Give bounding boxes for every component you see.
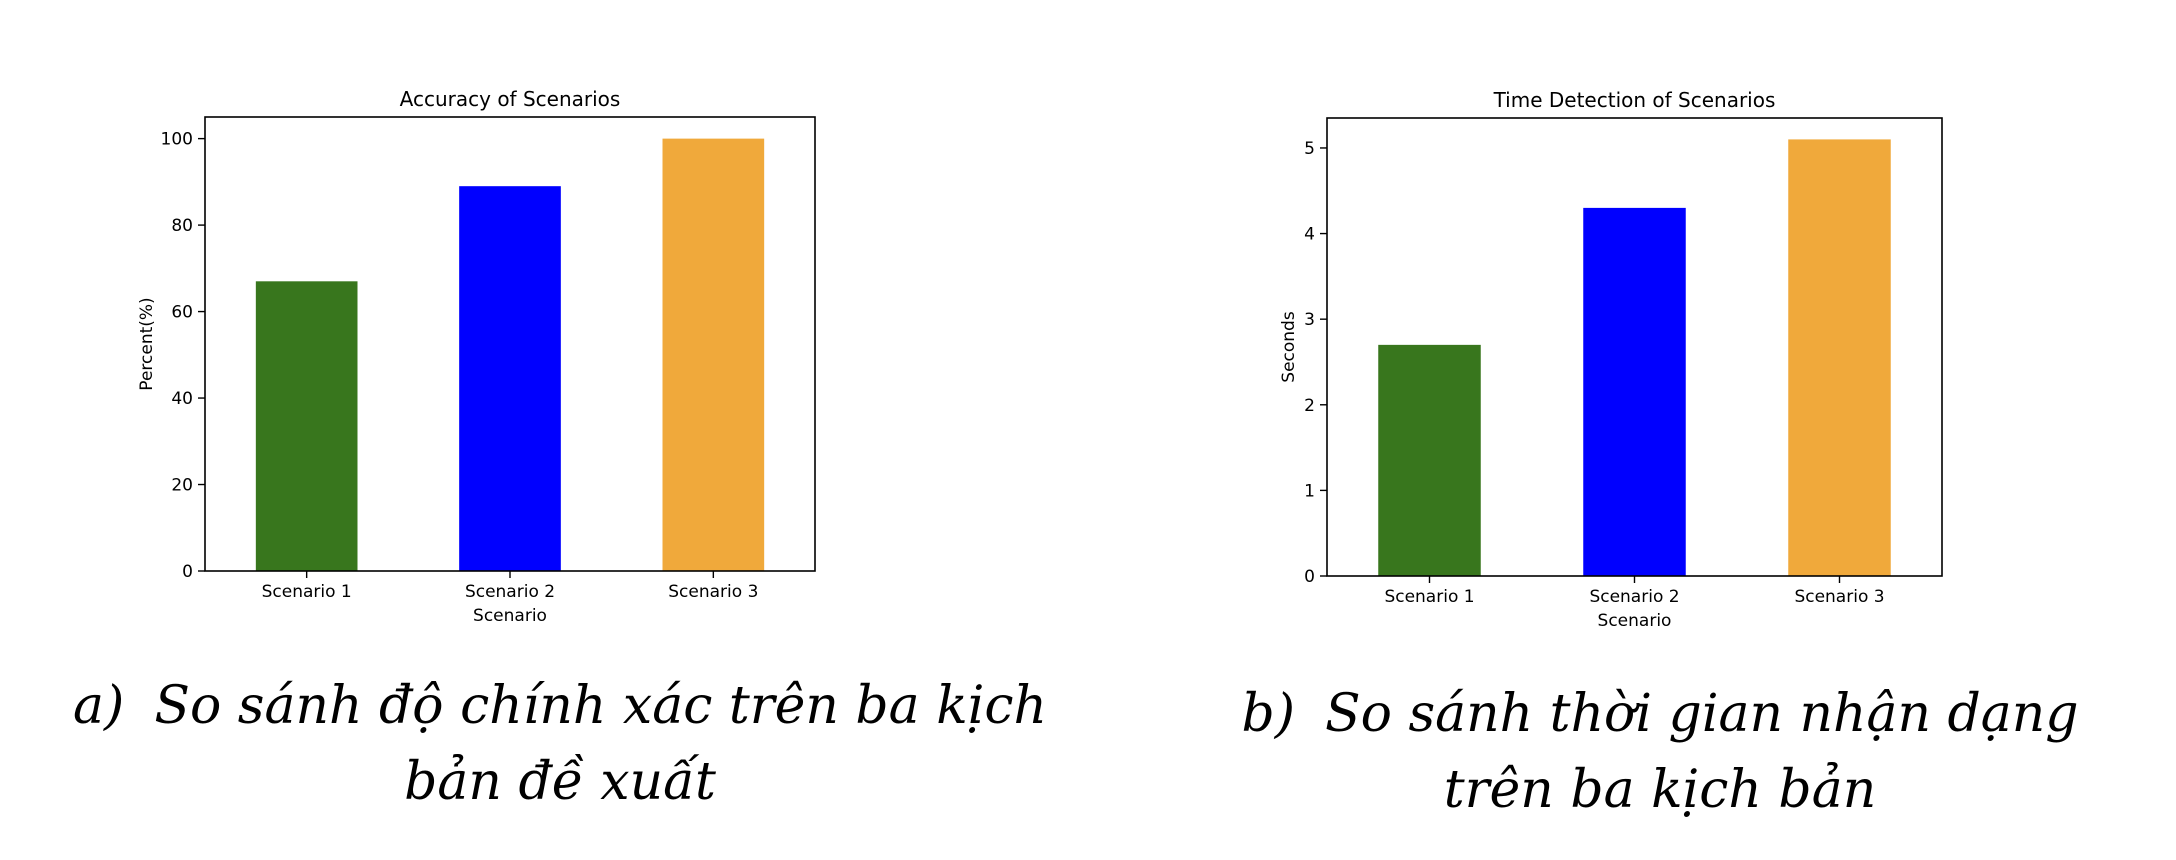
x-tick-label: Scenario 3 bbox=[1794, 587, 1884, 607]
accuracy-chart: 0 20 40 60 80 100 Scenario 1 Scenario 2 Scenario… bbox=[137, 87, 816, 626]
caption-b: b) So sánh thời gian nhận dạng trên ba kị… bbox=[1190, 676, 2130, 828]
caption-a: a) So sánh độ chính xác trên ba kịch bản … bbox=[60, 668, 1060, 820]
x-axis-label: Scenario bbox=[1598, 611, 1672, 631]
y-axis-label: Percent(%) bbox=[137, 297, 157, 390]
x-axis-label: Scenario bbox=[473, 606, 547, 626]
y-tick-label: 0 bbox=[182, 562, 193, 582]
x-tick-label: Scenario 2 bbox=[1589, 587, 1679, 607]
y-tick-label: 80 bbox=[171, 216, 193, 236]
y-tick-label: 2 bbox=[1304, 396, 1315, 416]
y-tick-label: 20 bbox=[171, 476, 193, 496]
y-axis-label: Seconds bbox=[1279, 311, 1299, 383]
caption-a-text: So sánh độ chính xác trên ba kịch bản đề… bbox=[154, 676, 1047, 812]
bar-2 bbox=[1583, 207, 1686, 576]
y-tick-label: 0 bbox=[1304, 567, 1315, 587]
y-tick-label: 5 bbox=[1304, 139, 1315, 159]
y-tick-label: 3 bbox=[1304, 310, 1315, 330]
time-detection-chart: 0 1 2 3 4 5 Scenario 1 Scenario 2 Scenario 3 Time… bbox=[1279, 88, 1943, 631]
y-tick-label: 100 bbox=[161, 130, 193, 150]
caption-b-label: b) bbox=[1241, 684, 1296, 744]
bar-1 bbox=[1378, 344, 1481, 576]
bar-2 bbox=[459, 186, 561, 571]
chart-title: Accuracy of Scenarios bbox=[400, 87, 621, 111]
x-tick-label: Scenario 3 bbox=[668, 582, 758, 602]
y-tick-label: 1 bbox=[1304, 481, 1315, 501]
chart-title: Time Detection of Scenarios bbox=[1493, 88, 1776, 112]
y-tick-label: 60 bbox=[171, 303, 193, 323]
y-tick-label: 40 bbox=[171, 389, 193, 409]
x-tick-label: Scenario 1 bbox=[262, 582, 352, 602]
x-tick-label: Scenario 2 bbox=[465, 582, 555, 602]
bar-3 bbox=[662, 138, 765, 571]
x-tick-label: Scenario 1 bbox=[1384, 587, 1474, 607]
caption-a-label: a) bbox=[73, 676, 125, 736]
bar-3 bbox=[1788, 139, 1891, 577]
y-tick-label: 4 bbox=[1304, 225, 1315, 245]
bar-1 bbox=[255, 281, 358, 571]
caption-b-text: So sánh thời gian nhận dạng trên ba kịch… bbox=[1325, 684, 2079, 820]
